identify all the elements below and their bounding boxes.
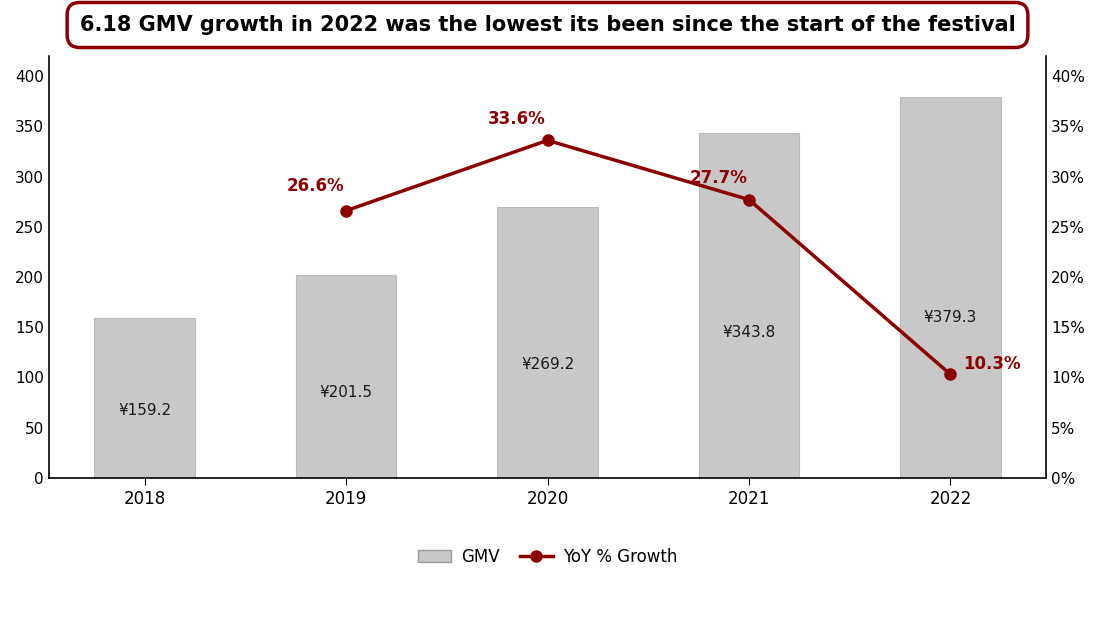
- Text: 10.3%: 10.3%: [964, 355, 1021, 373]
- Text: ¥201.5: ¥201.5: [319, 385, 373, 400]
- Bar: [95, 318, 195, 478]
- Legend: GMV, YoY % Growth: GMV, YoY % Growth: [411, 541, 684, 573]
- Text: 27.7%: 27.7%: [690, 169, 747, 187]
- Bar: [296, 275, 396, 478]
- Text: 26.6%: 26.6%: [287, 178, 344, 195]
- Text: ¥343.8: ¥343.8: [723, 325, 776, 340]
- Text: 33.6%: 33.6%: [488, 110, 546, 127]
- Text: ¥269.2: ¥269.2: [521, 357, 574, 372]
- Title: 6.18 GMV growth in 2022 was the lowest its been since the start of the festival: 6.18 GMV growth in 2022 was the lowest i…: [79, 15, 1015, 35]
- Bar: [497, 207, 598, 478]
- Bar: [900, 97, 1001, 478]
- Text: ¥159.2: ¥159.2: [118, 403, 172, 418]
- Bar: [698, 133, 800, 478]
- Text: ¥379.3: ¥379.3: [924, 310, 977, 325]
